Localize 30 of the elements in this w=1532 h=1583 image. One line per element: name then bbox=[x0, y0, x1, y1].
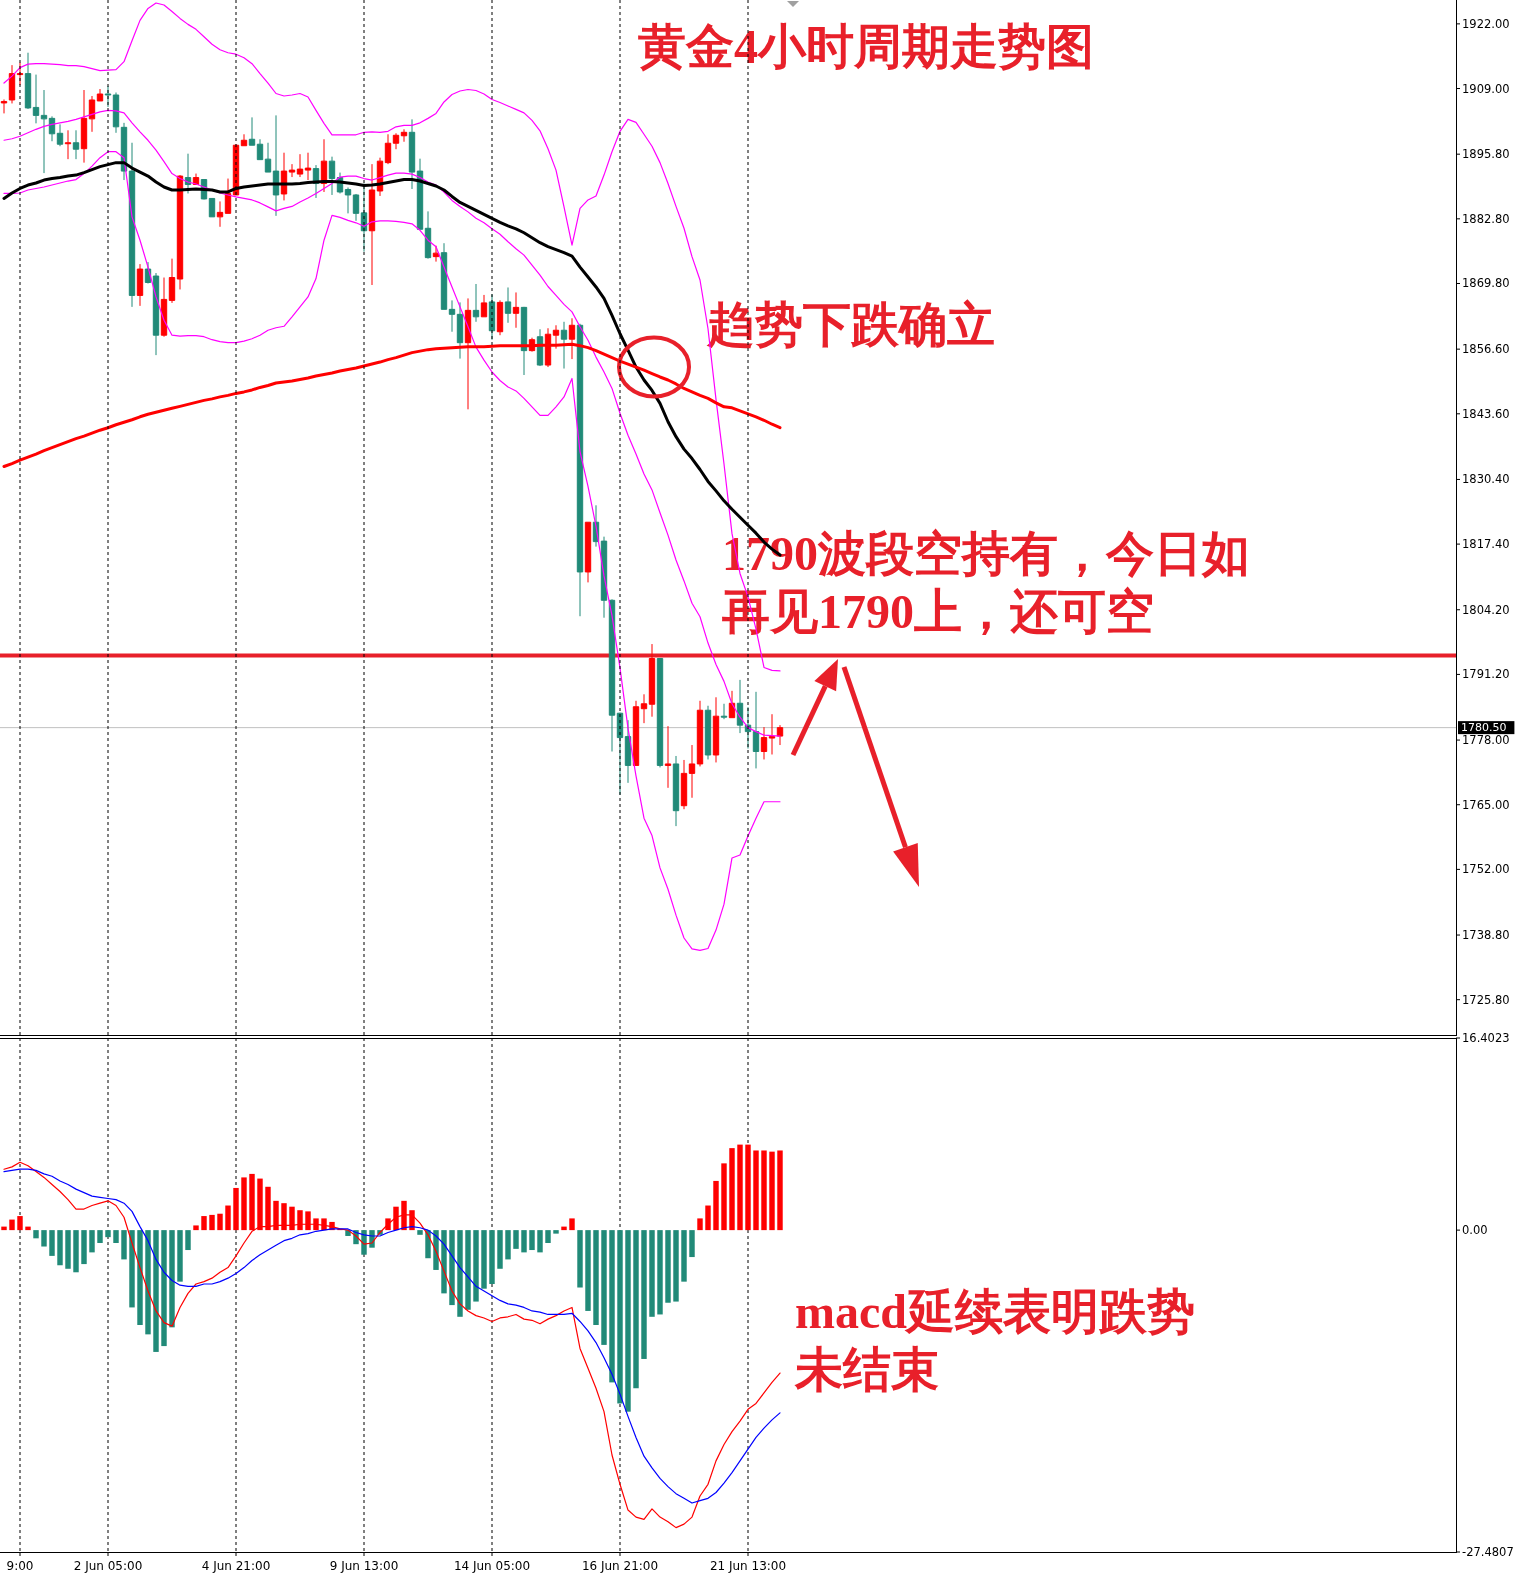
y-tick-label: -27.4807 bbox=[1462, 1545, 1514, 1559]
y-tick-label: 1765.00 bbox=[1462, 797, 1510, 812]
y-tick-label: 1909.00 bbox=[1462, 81, 1510, 96]
x-tick-label: 4 Jun 21:00 bbox=[201, 1559, 271, 1573]
y-tick-label: 1804.20 bbox=[1462, 602, 1510, 617]
y-tick-label: 0.00 bbox=[1462, 1223, 1488, 1238]
y-tick-label: 1882.80 bbox=[1462, 211, 1510, 226]
y-tick-label: 1817.40 bbox=[1462, 537, 1510, 552]
ref-line-label: 1780.50 bbox=[1461, 721, 1507, 735]
y-tick-label: 1738.80 bbox=[1462, 928, 1510, 943]
x-tick-label: 16 Jun 21:00 bbox=[581, 1559, 659, 1573]
y-tick-label: 1922.00 bbox=[1462, 16, 1510, 31]
annotation: 趋势下跌确立 bbox=[706, 297, 995, 351]
x-tick-label: 9 Jun 13:00 bbox=[329, 1559, 399, 1573]
x-tick-label: 9:00 bbox=[6, 1559, 34, 1573]
y-tick-label: 1869.80 bbox=[1462, 276, 1510, 291]
y-tick-label: 1895.80 bbox=[1462, 147, 1510, 162]
y-tick-label: 1856.60 bbox=[1462, 342, 1510, 357]
annotation: macd延续表明跌势未结束 bbox=[794, 1284, 1195, 1396]
x-tick-label: 21 Jun 13:00 bbox=[709, 1559, 787, 1573]
y-tick-label: 1791.20 bbox=[1462, 667, 1510, 682]
y-tick-label: 1725.80 bbox=[1462, 992, 1510, 1007]
y-tick-label: 1843.60 bbox=[1462, 406, 1510, 421]
y-tick-label: 16.4023 bbox=[1462, 1031, 1510, 1045]
chart-title: 黄金4小时周期走势图 bbox=[638, 19, 1094, 73]
y-tick-label: 1778.00 bbox=[1462, 733, 1510, 748]
x-tick-label: 2 Jun 05:00 bbox=[73, 1559, 143, 1573]
y-tick-label: 1752.00 bbox=[1462, 862, 1510, 877]
y-tick-label: 1830.40 bbox=[1462, 472, 1510, 487]
x-tick-label: 14 Jun 05:00 bbox=[453, 1559, 531, 1573]
